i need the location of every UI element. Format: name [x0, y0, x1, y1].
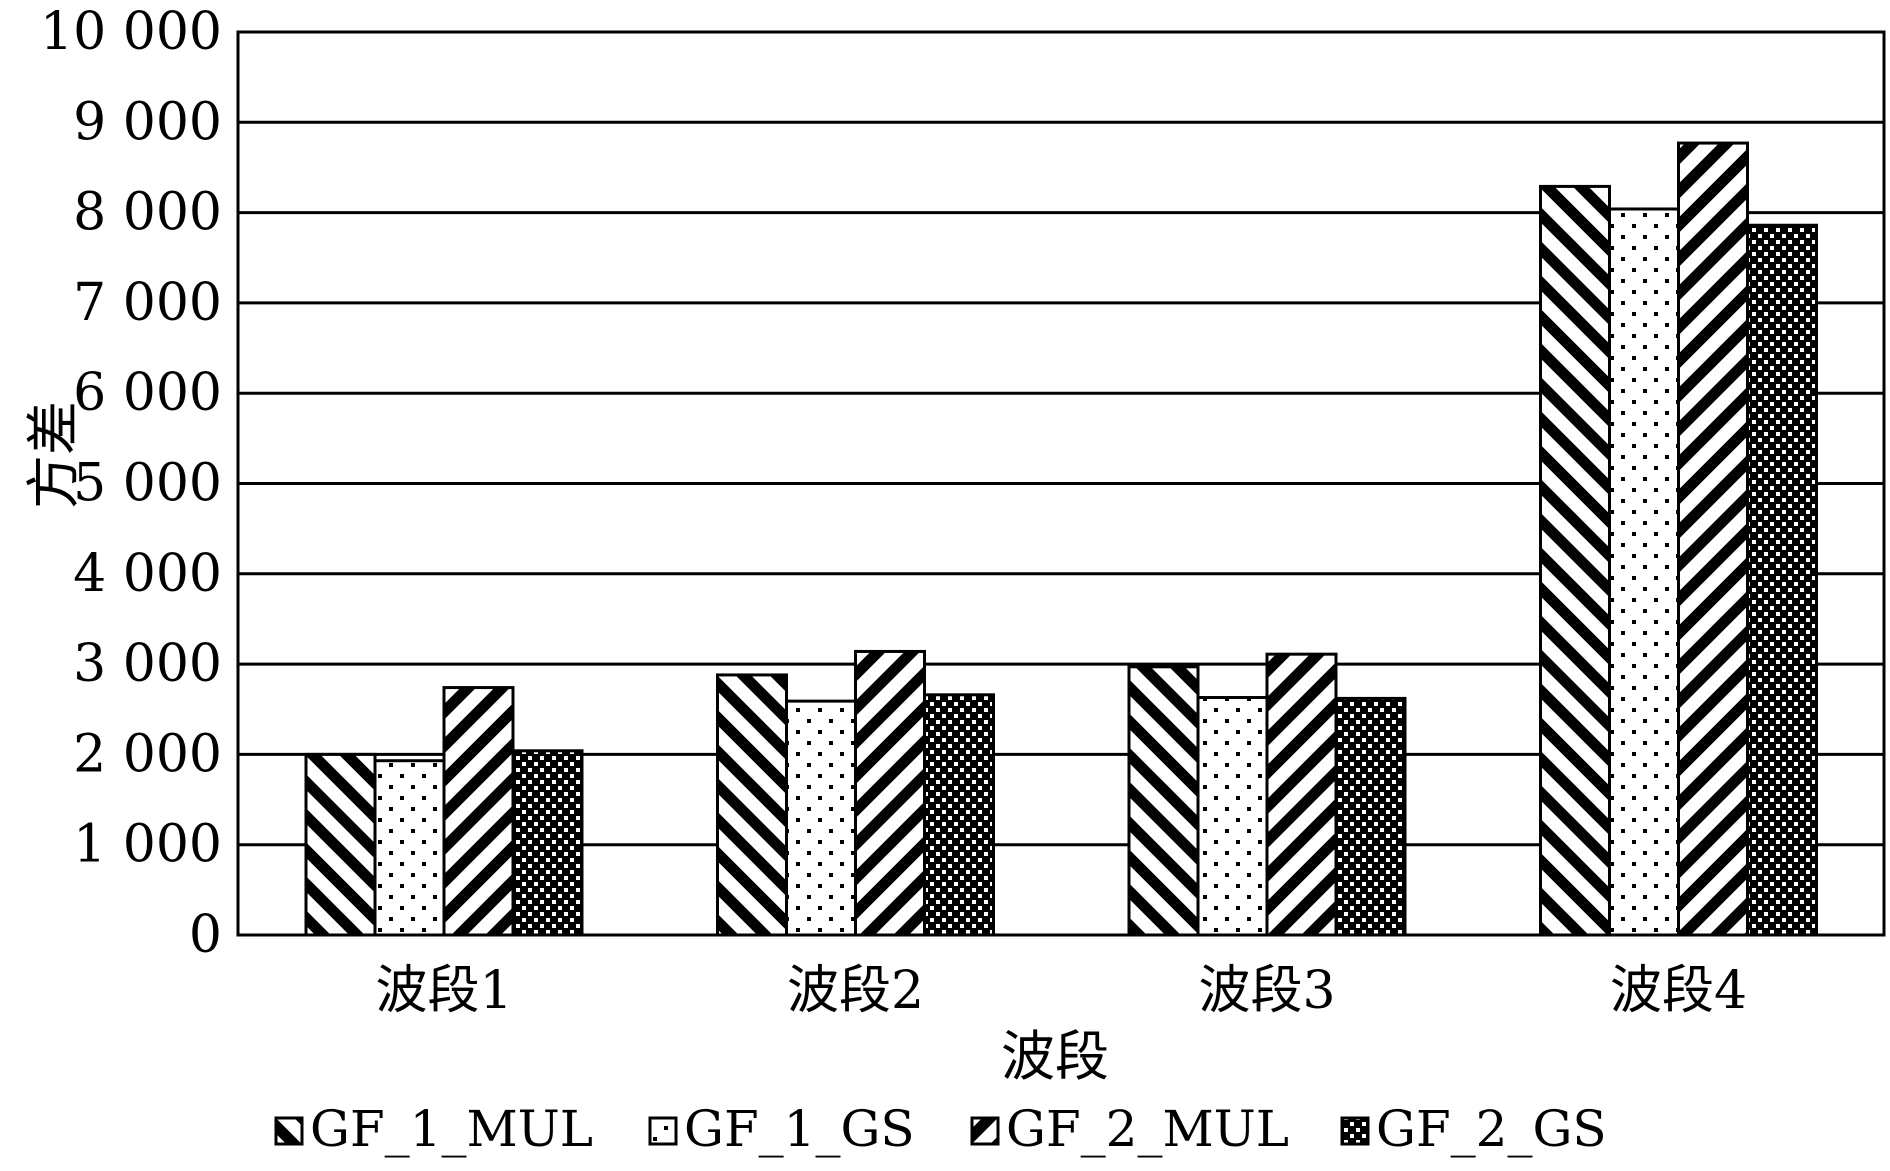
bar-GF_2_GS-波段3 [1334, 696, 1407, 937]
bar-GF_2_MUL-波段3 [1265, 652, 1338, 937]
legend-label: GF_2_GS [1376, 1100, 1607, 1158]
y-tick-label: 3 000 [73, 634, 222, 694]
bar-GF_2_MUL-波段2 [854, 649, 926, 937]
x-category-label: 波段4 [1610, 961, 1747, 1021]
y-tick-label: 10 000 [40, 2, 222, 62]
bars [304, 141, 1818, 937]
bar-GF_1_GS-波段4 [1608, 207, 1680, 937]
bar-GF_1_MUL-波段3 [1127, 665, 1200, 937]
bar-GF_1_MUL-波段4 [1539, 184, 1611, 937]
y-tick-label: 8 000 [73, 183, 222, 243]
bar-GF_1_MUL-波段2 [716, 673, 788, 937]
bar-GF_2_MUL-波段4 [1677, 141, 1749, 937]
y-tick-label: 4 000 [73, 544, 222, 604]
bar-GF_2_GS-波段2 [923, 693, 995, 937]
legend-swatch-GF_2_MUL [970, 1116, 1000, 1146]
y-axis-label: 方差 [22, 401, 85, 509]
x-category-label: 波段3 [1198, 961, 1335, 1021]
legend: GF_1_MUL GF_1_GS GF_2_MUL GF_2_GS [274, 1100, 1607, 1158]
x-category-label: 波段2 [787, 961, 924, 1021]
y-tick-label: 1 000 [73, 815, 222, 875]
bar-GF_1_GS-波段2 [785, 699, 857, 937]
bar-GF_2_GS-波段1 [511, 749, 584, 937]
y-tick-label: 7 000 [73, 273, 222, 333]
bar-GF_1_GS-波段3 [1196, 696, 1269, 937]
y-axis-ticks: 0 1 000 2 000 3 000 4 000 5 000 6 000 7 000 8 00… [40, 2, 222, 965]
y-tick-label: 5 000 [73, 454, 222, 514]
y-tick-label: 2 000 [73, 724, 222, 784]
bar-GF_1_GS-波段1 [373, 759, 446, 937]
legend-label: GF_2_MUL [1006, 1100, 1289, 1158]
y-tick-label: 6 000 [73, 363, 222, 423]
x-axis-categories: 波段1 波段2 波段3 波段4 [375, 961, 1747, 1021]
x-axis-label: 波段 [1001, 1025, 1109, 1088]
plot-frame [236, 30, 1886, 937]
legend-label: GF_1_MUL [310, 1100, 593, 1158]
y-tick-label: 9 000 [73, 92, 222, 152]
bar-GF_2_GS-波段4 [1746, 223, 1818, 937]
bar-GF_1_MUL-波段1 [304, 752, 377, 937]
y-tick-label: 0 [189, 905, 222, 965]
legend-swatch-GF_1_GS [648, 1116, 678, 1146]
x-category-label: 波段1 [375, 961, 512, 1021]
legend-label: GF_1_GS [684, 1100, 915, 1158]
legend-swatch-GF_2_GS [1340, 1116, 1370, 1146]
bar-GF_2_MUL-波段1 [442, 686, 515, 937]
legend-swatch-GF_1_MUL [274, 1116, 304, 1146]
